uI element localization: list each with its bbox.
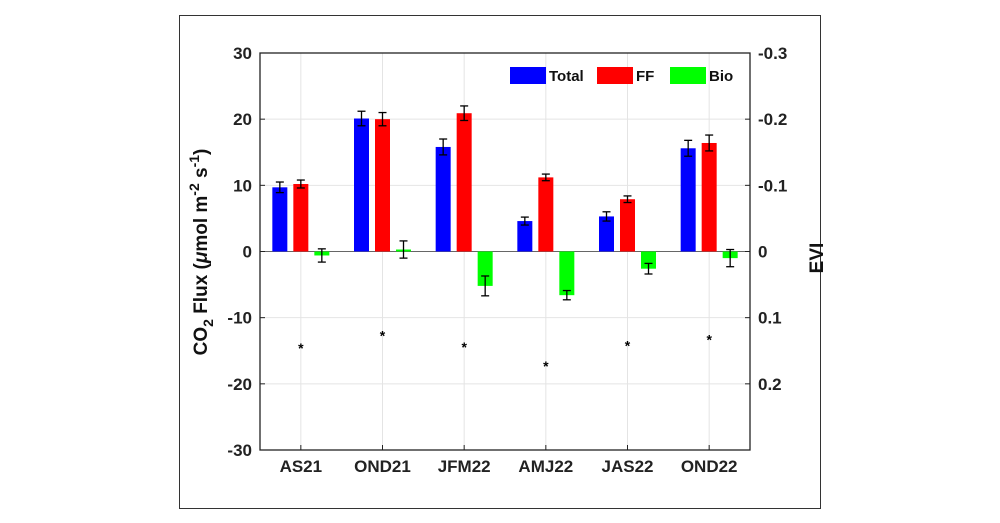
bar-total xyxy=(599,216,614,252)
bar-total xyxy=(680,148,696,252)
bar-ff xyxy=(293,184,309,252)
bar-bio xyxy=(641,251,656,269)
evi-marker: * xyxy=(543,358,549,374)
y-label-sup-neg2: -2 xyxy=(186,183,202,196)
evi-marker: * xyxy=(380,328,386,344)
bar-total xyxy=(517,221,533,252)
y-tick-label: 30 xyxy=(233,44,252,63)
y-axis-label: CO2 Flux (μmol m-2 s-1) xyxy=(186,149,216,356)
evi-marker: * xyxy=(625,337,631,353)
bar-ff xyxy=(538,177,554,252)
evi-marker: * xyxy=(298,340,304,356)
bar-ff xyxy=(456,113,472,252)
y-label-s: s xyxy=(191,167,212,183)
y-label-flux: Flux ( xyxy=(191,262,212,319)
y-tick-label: -10 xyxy=(227,309,252,328)
legend-swatch-total xyxy=(510,67,546,84)
legend: Total FF Bio xyxy=(510,67,733,85)
x-tick-label: OND22 xyxy=(681,457,738,476)
y-right-tick-label: -0.1 xyxy=(758,176,787,195)
bar-series xyxy=(272,105,738,301)
x-tick-label: JFM22 xyxy=(438,457,491,476)
y-right-tick-label: 0.1 xyxy=(758,309,782,328)
bar-ff xyxy=(620,199,635,252)
bar-total xyxy=(354,118,369,252)
x-tick-label: OND21 xyxy=(354,457,411,476)
bar-total xyxy=(272,187,288,252)
y-label-sup-neg1: -1 xyxy=(186,155,202,168)
y-label-close: ) xyxy=(191,149,212,155)
evi-markers: * * * * * * xyxy=(298,328,712,374)
legend-label-bio: Bio xyxy=(709,68,733,85)
legend-swatch-ff xyxy=(597,67,633,84)
bar-total xyxy=(435,146,451,252)
y-label-mol: mol m xyxy=(191,196,212,252)
bar-ff xyxy=(701,142,717,252)
y-tick-label: 0 xyxy=(243,243,252,262)
y-axis-label-right: EVI xyxy=(807,243,828,274)
bar-bio xyxy=(477,251,493,286)
y-right-tick-label: 0 xyxy=(758,243,767,262)
y-label-co: CO xyxy=(191,327,212,356)
figure-frame xyxy=(179,15,821,509)
y-right-tick-label: 0.2 xyxy=(758,375,782,394)
y-tick-label: 20 xyxy=(233,110,252,129)
bar-ff xyxy=(375,119,390,252)
y-tick-label: -20 xyxy=(227,375,252,394)
evi-marker: * xyxy=(706,332,712,348)
y-label-mu: μ xyxy=(191,251,212,264)
x-tick-label: AS21 xyxy=(280,457,323,476)
y-tick-label: 10 xyxy=(233,176,252,195)
legend-label-ff: FF xyxy=(636,68,654,85)
y-right-tick-label: -0.3 xyxy=(758,44,787,63)
y-right-tick-label: -0.2 xyxy=(758,110,787,129)
x-tick-label: AMJ22 xyxy=(518,457,573,476)
x-tick-label: JAS22 xyxy=(602,457,654,476)
legend-swatch-bio xyxy=(670,67,706,84)
grid-lines xyxy=(260,52,750,451)
legend-label-total: Total xyxy=(549,68,584,85)
evi-marker: * xyxy=(461,339,467,355)
y-tick-label: -30 xyxy=(227,441,252,460)
bar-bio xyxy=(559,251,575,296)
y-label-sub2: 2 xyxy=(200,319,216,327)
axes: 30 20 10 0 -10 -20 -30 -0.3 -0.2 -0.1 0 0.1 0.2 AS21 O… xyxy=(227,44,787,476)
